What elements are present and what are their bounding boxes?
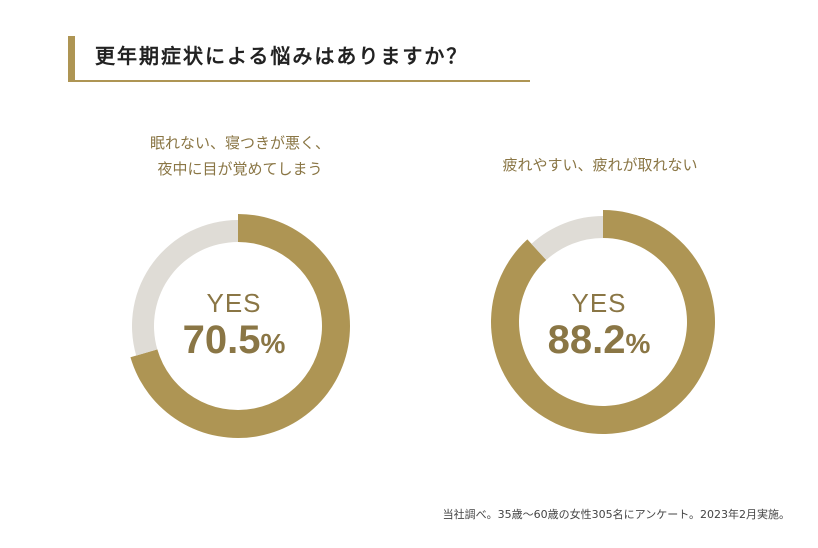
chart1-percent: 70.5%	[156, 318, 312, 366]
donut-chart-2	[491, 210, 715, 434]
page-title: 更年期症状による悩みはありますか？	[95, 44, 469, 68]
title-accent-bar	[68, 36, 75, 80]
chart2-caption: 疲れやすい、疲れが取れない	[480, 152, 720, 178]
chart1-percent-unit: %	[260, 328, 286, 359]
chart2-percent-value: 88.2	[547, 318, 626, 362]
chart1-slice-remainder	[132, 220, 238, 356]
chart1-caption-line2: 夜中に目が覚めてしまう	[157, 160, 323, 178]
chart2-caption-line1: 疲れやすい、疲れが取れない	[502, 156, 698, 174]
chart1-percent-value: 70.5	[182, 318, 261, 362]
title-underline	[68, 80, 530, 82]
donut-chart-1	[130, 214, 350, 438]
chart2-percent: 88.2%	[521, 318, 677, 366]
chart1-center-label: YES 70.5%	[156, 288, 312, 366]
chart2-yes-label: YES	[571, 288, 627, 318]
chart1-caption: 眠れない、寝つきが悪く、 夜中に目が覚めてしまう	[120, 130, 360, 182]
chart1-caption-line1: 眠れない、寝つきが悪く、	[149, 134, 330, 152]
chart2-slice-remainder	[531, 216, 603, 261]
chart2-percent-unit: %	[625, 328, 651, 359]
chart2-center-label: YES 88.2%	[521, 288, 677, 366]
survey-footnote: 当社調べ。35歳〜60歳の女性305名にアンケート。2023年2月実施。	[442, 508, 790, 521]
chart1-yes-label: YES	[206, 288, 262, 318]
